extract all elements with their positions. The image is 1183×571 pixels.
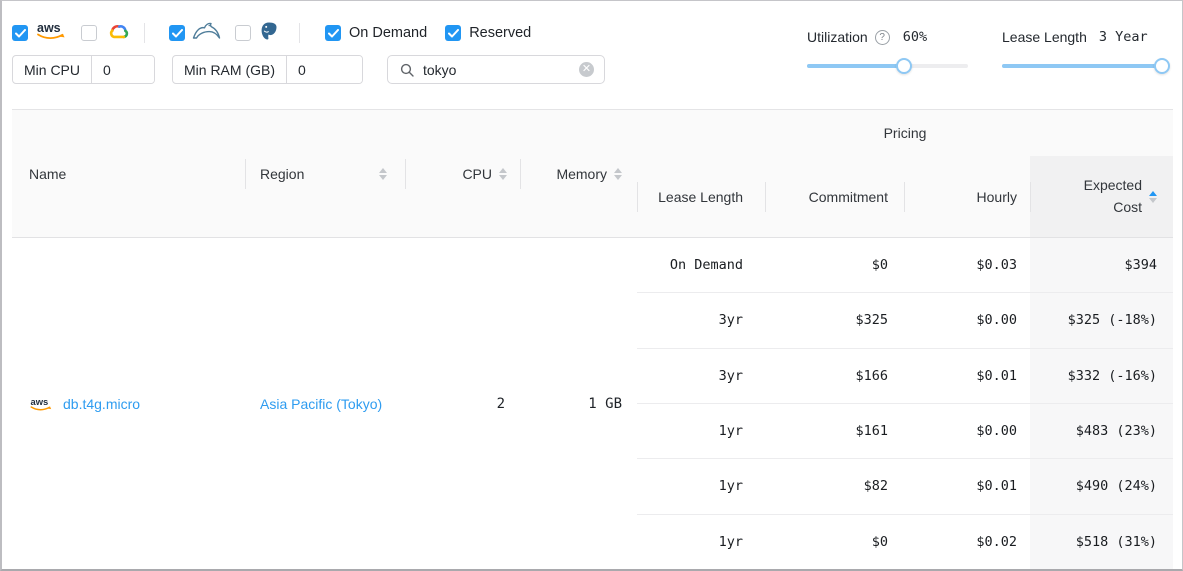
instance-cpu-cell: 2 (496, 395, 505, 412)
lease-length-value: 3 Year (1098, 29, 1148, 45)
instance-region-link[interactable]: Asia Pacific (Tokyo) (260, 395, 383, 412)
commitment-cell: $0 (871, 257, 888, 274)
expected-cost-cell: $394 (1030, 238, 1173, 293)
lease-cell: 1yr (718, 533, 743, 550)
mysql-dolphin-icon (192, 21, 222, 45)
filter-inputs-row: Min CPU Min RAM (GB) ✕ (12, 55, 605, 84)
table-body: aws db.t4g.micro Asia Pacific (Tokyo) 2 (12, 238, 1173, 569)
expected-cost-cell: $518 (31%) (1030, 514, 1173, 569)
toolbar-divider (144, 23, 145, 43)
commitment-cell: $325 (855, 312, 888, 329)
pricing-rows: On Demand $0 $0.03 $394 3yr $325 $0.00 $… (637, 238, 1173, 569)
on-demand-checkbox[interactable] (325, 25, 341, 41)
min-cpu-input[interactable] (92, 56, 154, 83)
lease-cell: 1yr (718, 423, 743, 440)
table-header: Name Region CPU Memory (12, 110, 1173, 238)
postgresql-elephant-icon (259, 21, 279, 46)
search-input[interactable] (423, 61, 579, 78)
min-ram-input[interactable] (287, 56, 362, 83)
lease-length-slider[interactable] (1002, 58, 1170, 74)
search-icon (400, 63, 414, 77)
instances-table: Name Region CPU Memory (12, 109, 1173, 569)
clear-search-icon[interactable]: ✕ (579, 62, 594, 77)
column-header-cpu[interactable]: CPU (405, 110, 520, 237)
svg-text:aws: aws (31, 397, 49, 407)
pricing-row: 1yr $161 $0.00 $483 (23%) (637, 402, 1173, 459)
reserved-label: Reserved (469, 25, 532, 41)
pricing-row: 3yr $166 $0.01 $332 (-16%) (637, 347, 1173, 403)
hourly-cell: $0.02 (976, 533, 1017, 550)
instance-memory-cell: 1 GB (588, 395, 622, 412)
aws-logo-icon: aws (35, 20, 67, 46)
column-header-expected-cost[interactable]: Expected Cost (1030, 156, 1173, 237)
column-header-memory[interactable]: Memory (520, 110, 637, 237)
instance-name-link[interactable]: db.t4g.micro (63, 395, 141, 412)
column-header-lease-length[interactable]: Lease Length (637, 156, 765, 237)
utilization-slider-thumb[interactable] (895, 58, 912, 74)
column-header-hourly[interactable]: Hourly (904, 156, 1030, 237)
svg-text:aws: aws (37, 21, 61, 35)
sort-icon[interactable] (614, 167, 622, 180)
lease-cell: 1yr (718, 478, 743, 495)
aws-provider-checkbox[interactable] (12, 25, 28, 41)
mysql-engine-checkbox[interactable] (169, 25, 185, 41)
expected-cost-cell: $325 (-18%) (1030, 293, 1173, 348)
expected-cost-cell: $332 (-16%) (1030, 348, 1173, 403)
column-header-commitment[interactable]: Commitment (765, 156, 904, 237)
commitment-cell: $0 (871, 533, 888, 550)
pricing-row: 1yr $82 $0.01 $490 (24%) (637, 458, 1173, 514)
lease-cell: 3yr (718, 367, 743, 384)
hourly-cell: $0.01 (976, 367, 1017, 384)
hourly-cell: $0.01 (976, 478, 1017, 495)
utilization-control: Utilization ? 60% (807, 29, 968, 74)
column-header-region[interactable]: Region (245, 110, 405, 237)
sort-icon[interactable] (499, 167, 507, 180)
sort-icon[interactable] (379, 167, 387, 180)
instance-name-cell: aws db.t4g.micro (12, 396, 245, 412)
aws-logo-icon: aws (29, 396, 53, 412)
expected-cost-cell: $490 (24%) (1030, 459, 1173, 514)
help-icon[interactable]: ? (874, 29, 890, 45)
lease-cell: 3yr (718, 312, 743, 329)
pricing-row: On Demand $0 $0.03 $394 (637, 238, 1173, 293)
min-cpu-group: Min CPU (12, 55, 155, 84)
hourly-cell: $0.00 (976, 312, 1017, 329)
min-ram-label: Min RAM (GB) (173, 56, 287, 83)
commitment-cell: $166 (855, 367, 888, 384)
commitment-cell: $161 (855, 423, 888, 440)
hourly-cell: $0.00 (976, 423, 1017, 440)
reserved-checkbox[interactable] (445, 25, 462, 41)
min-cpu-label: Min CPU (13, 56, 93, 83)
pricing-row: 3yr $325 $0.00 $325 (-18%) (637, 292, 1173, 348)
column-header-name[interactable]: Name (29, 165, 67, 182)
on-demand-label: On Demand (349, 25, 428, 41)
postgresql-engine-checkbox[interactable] (235, 25, 251, 41)
lease-cell: On Demand (669, 257, 743, 274)
lease-length-control: Lease Length 3 Year (1002, 29, 1170, 74)
commitment-cell: $82 (863, 478, 888, 495)
hourly-cell: $0.03 (976, 257, 1017, 274)
utilization-label: Utilization (807, 29, 868, 45)
search-box: ✕ (387, 55, 605, 84)
gcp-provider-checkbox[interactable] (81, 25, 97, 41)
gcp-logo-icon (106, 22, 129, 45)
min-ram-group: Min RAM (GB) (172, 55, 363, 84)
pricing-row: 1yr $0 $0.02 $518 (31%) (637, 513, 1173, 569)
expected-cost-cell: $483 (23%) (1030, 403, 1173, 459)
utilization-value: 60% (902, 29, 928, 45)
pricing-group-header: Pricing (883, 125, 927, 141)
instance-row: aws db.t4g.micro Asia Pacific (Tokyo) 2 (12, 238, 637, 569)
lease-length-slider-thumb[interactable] (1154, 58, 1170, 74)
toolbar-divider (299, 23, 300, 43)
filter-toolbar: aws (12, 20, 532, 46)
sort-icon-active-ascending[interactable] (1149, 190, 1157, 203)
instance-region-cell: Asia Pacific (Tokyo) (245, 396, 405, 412)
utilization-slider[interactable] (807, 58, 968, 74)
lease-length-label: Lease Length (1002, 29, 1087, 45)
